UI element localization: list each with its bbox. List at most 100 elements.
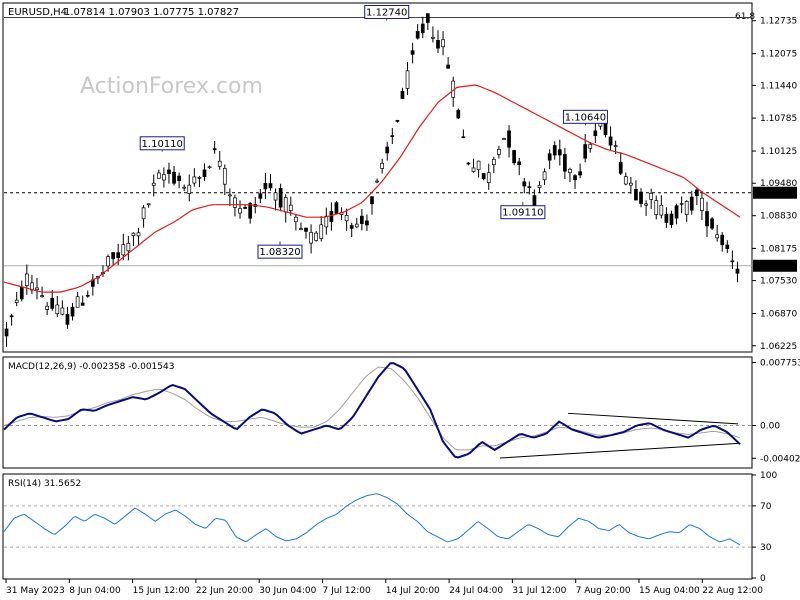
candle-body: [700, 197, 704, 211]
candle-body: [588, 143, 593, 149]
candle-body: [537, 184, 542, 188]
candle-body: [608, 136, 613, 146]
candle-body: [299, 228, 303, 231]
candle-body: [228, 194, 232, 197]
candle-body: [19, 286, 24, 300]
candle-body: [613, 145, 618, 147]
price-annotations: 1.12740 1.10110 1.10640 1.08320 1.09110: [139, 4, 608, 259]
candle-body: [116, 252, 121, 258]
x-axis-ticks: 31 May 2023 8 Jun 04:00 15 Jun 12:00 22 Jun…: [5, 579, 763, 596]
candle-body: [644, 203, 648, 206]
rsi-y-tick-label: 70: [760, 502, 772, 512]
candle-body: [329, 211, 334, 222]
candle-body: [547, 153, 552, 161]
candle-body: [471, 167, 476, 172]
x-tick-label: 30 Jun 04:00: [259, 586, 316, 596]
x-tick-label: 8 Jun 04:00: [69, 586, 121, 596]
x-tick-label: 31 May 2023: [6, 586, 65, 596]
candle-body: [669, 213, 674, 225]
candle-body: [192, 176, 197, 184]
candle-body: [197, 177, 202, 179]
macd-panel-frame: [2, 356, 753, 469]
candle-body: [715, 234, 720, 239]
y-tick-label: 1.11440: [760, 81, 797, 91]
y-tick-label: 1.06225: [760, 342, 797, 352]
rsi-series: [3, 493, 752, 548]
candle-body: [725, 244, 730, 249]
rsi-y-tick-label: 100: [760, 471, 777, 481]
rsi-title: RSI(14) 31.5652: [8, 479, 81, 489]
x-tick-label: 22 Jun 20:00: [196, 586, 253, 596]
candle-body: [70, 306, 75, 317]
candle-body: [476, 160, 481, 171]
rsi-y-tick-label: 30: [760, 543, 772, 553]
candle-body: [380, 162, 385, 169]
rsi-y-tick-label: 0: [760, 574, 766, 584]
price-tags: 1.09290 1.07827: [753, 186, 797, 272]
x-tick-label: 15 Jun 12:00: [133, 586, 190, 596]
candle-body: [294, 216, 298, 223]
y-tick-label: 1.07530: [760, 277, 797, 287]
y-tick-label: 1.08830: [760, 212, 797, 222]
candle-body: [441, 39, 445, 48]
candle-body: [654, 200, 659, 215]
macd-title: MACD(12,26,9) -0.002358 -0.001543: [8, 362, 174, 372]
candle-body: [309, 232, 313, 244]
y-tick-label: 1.06870: [760, 310, 797, 320]
candle-body: [497, 148, 501, 155]
candle-body: [557, 149, 562, 156]
candle-body: [674, 205, 679, 219]
candle-body: [233, 197, 237, 208]
candle-body: [111, 252, 115, 259]
current-price-tag-bg: [753, 259, 797, 272]
candle-body: [354, 223, 359, 228]
reference-lines: [4, 16, 752, 267]
candle-body: [288, 204, 293, 211]
candle-body: [532, 195, 537, 207]
candle-body: [182, 186, 187, 189]
candle-body: [425, 13, 430, 23]
candle-body: [273, 192, 278, 201]
macd-trendline-lower: [499, 442, 739, 459]
macd-y-tick-label: -0.004027: [760, 454, 800, 464]
candle-body: [40, 295, 44, 297]
candle-body: [75, 296, 80, 308]
annotation-label: 1.10640: [565, 112, 606, 123]
candle-body: [268, 183, 273, 189]
candle-body: [9, 315, 14, 318]
candle-body: [146, 203, 151, 206]
candle-body: [583, 144, 588, 159]
candle-body: [461, 136, 466, 139]
candle-body: [136, 232, 141, 237]
y-tick-label: 1.12735: [760, 17, 797, 27]
candle-body: [131, 232, 136, 236]
candle-body: [60, 307, 65, 315]
candle-body: [263, 182, 268, 190]
candle-body: [634, 189, 638, 201]
candle-body: [243, 207, 247, 209]
candle-body: [542, 171, 547, 181]
y-tick-label: 1.12075: [760, 50, 797, 60]
candle-body: [217, 160, 222, 167]
candle-body: [50, 297, 55, 309]
candle-body: [359, 215, 364, 224]
candle-body: [720, 234, 725, 246]
candle-body: [222, 168, 227, 185]
candle-body: [85, 294, 90, 297]
candle-body: [167, 169, 171, 174]
candle-body: [405, 70, 410, 89]
candle-body: [578, 171, 582, 176]
candle-body: [334, 202, 339, 214]
x-tick-label: 7 Jul 12:00: [323, 586, 372, 596]
candle-body: [202, 169, 207, 178]
marked-price-tag-bg: [753, 186, 797, 199]
macd-line: [3, 362, 741, 459]
candle-body: [466, 162, 471, 165]
candle-body: [304, 227, 308, 232]
candle-body: [65, 314, 70, 325]
candle-body: [126, 242, 131, 252]
y-tick-label: 1.09480: [760, 179, 797, 189]
candle-body: [502, 138, 506, 140]
candle-body: [527, 186, 532, 188]
